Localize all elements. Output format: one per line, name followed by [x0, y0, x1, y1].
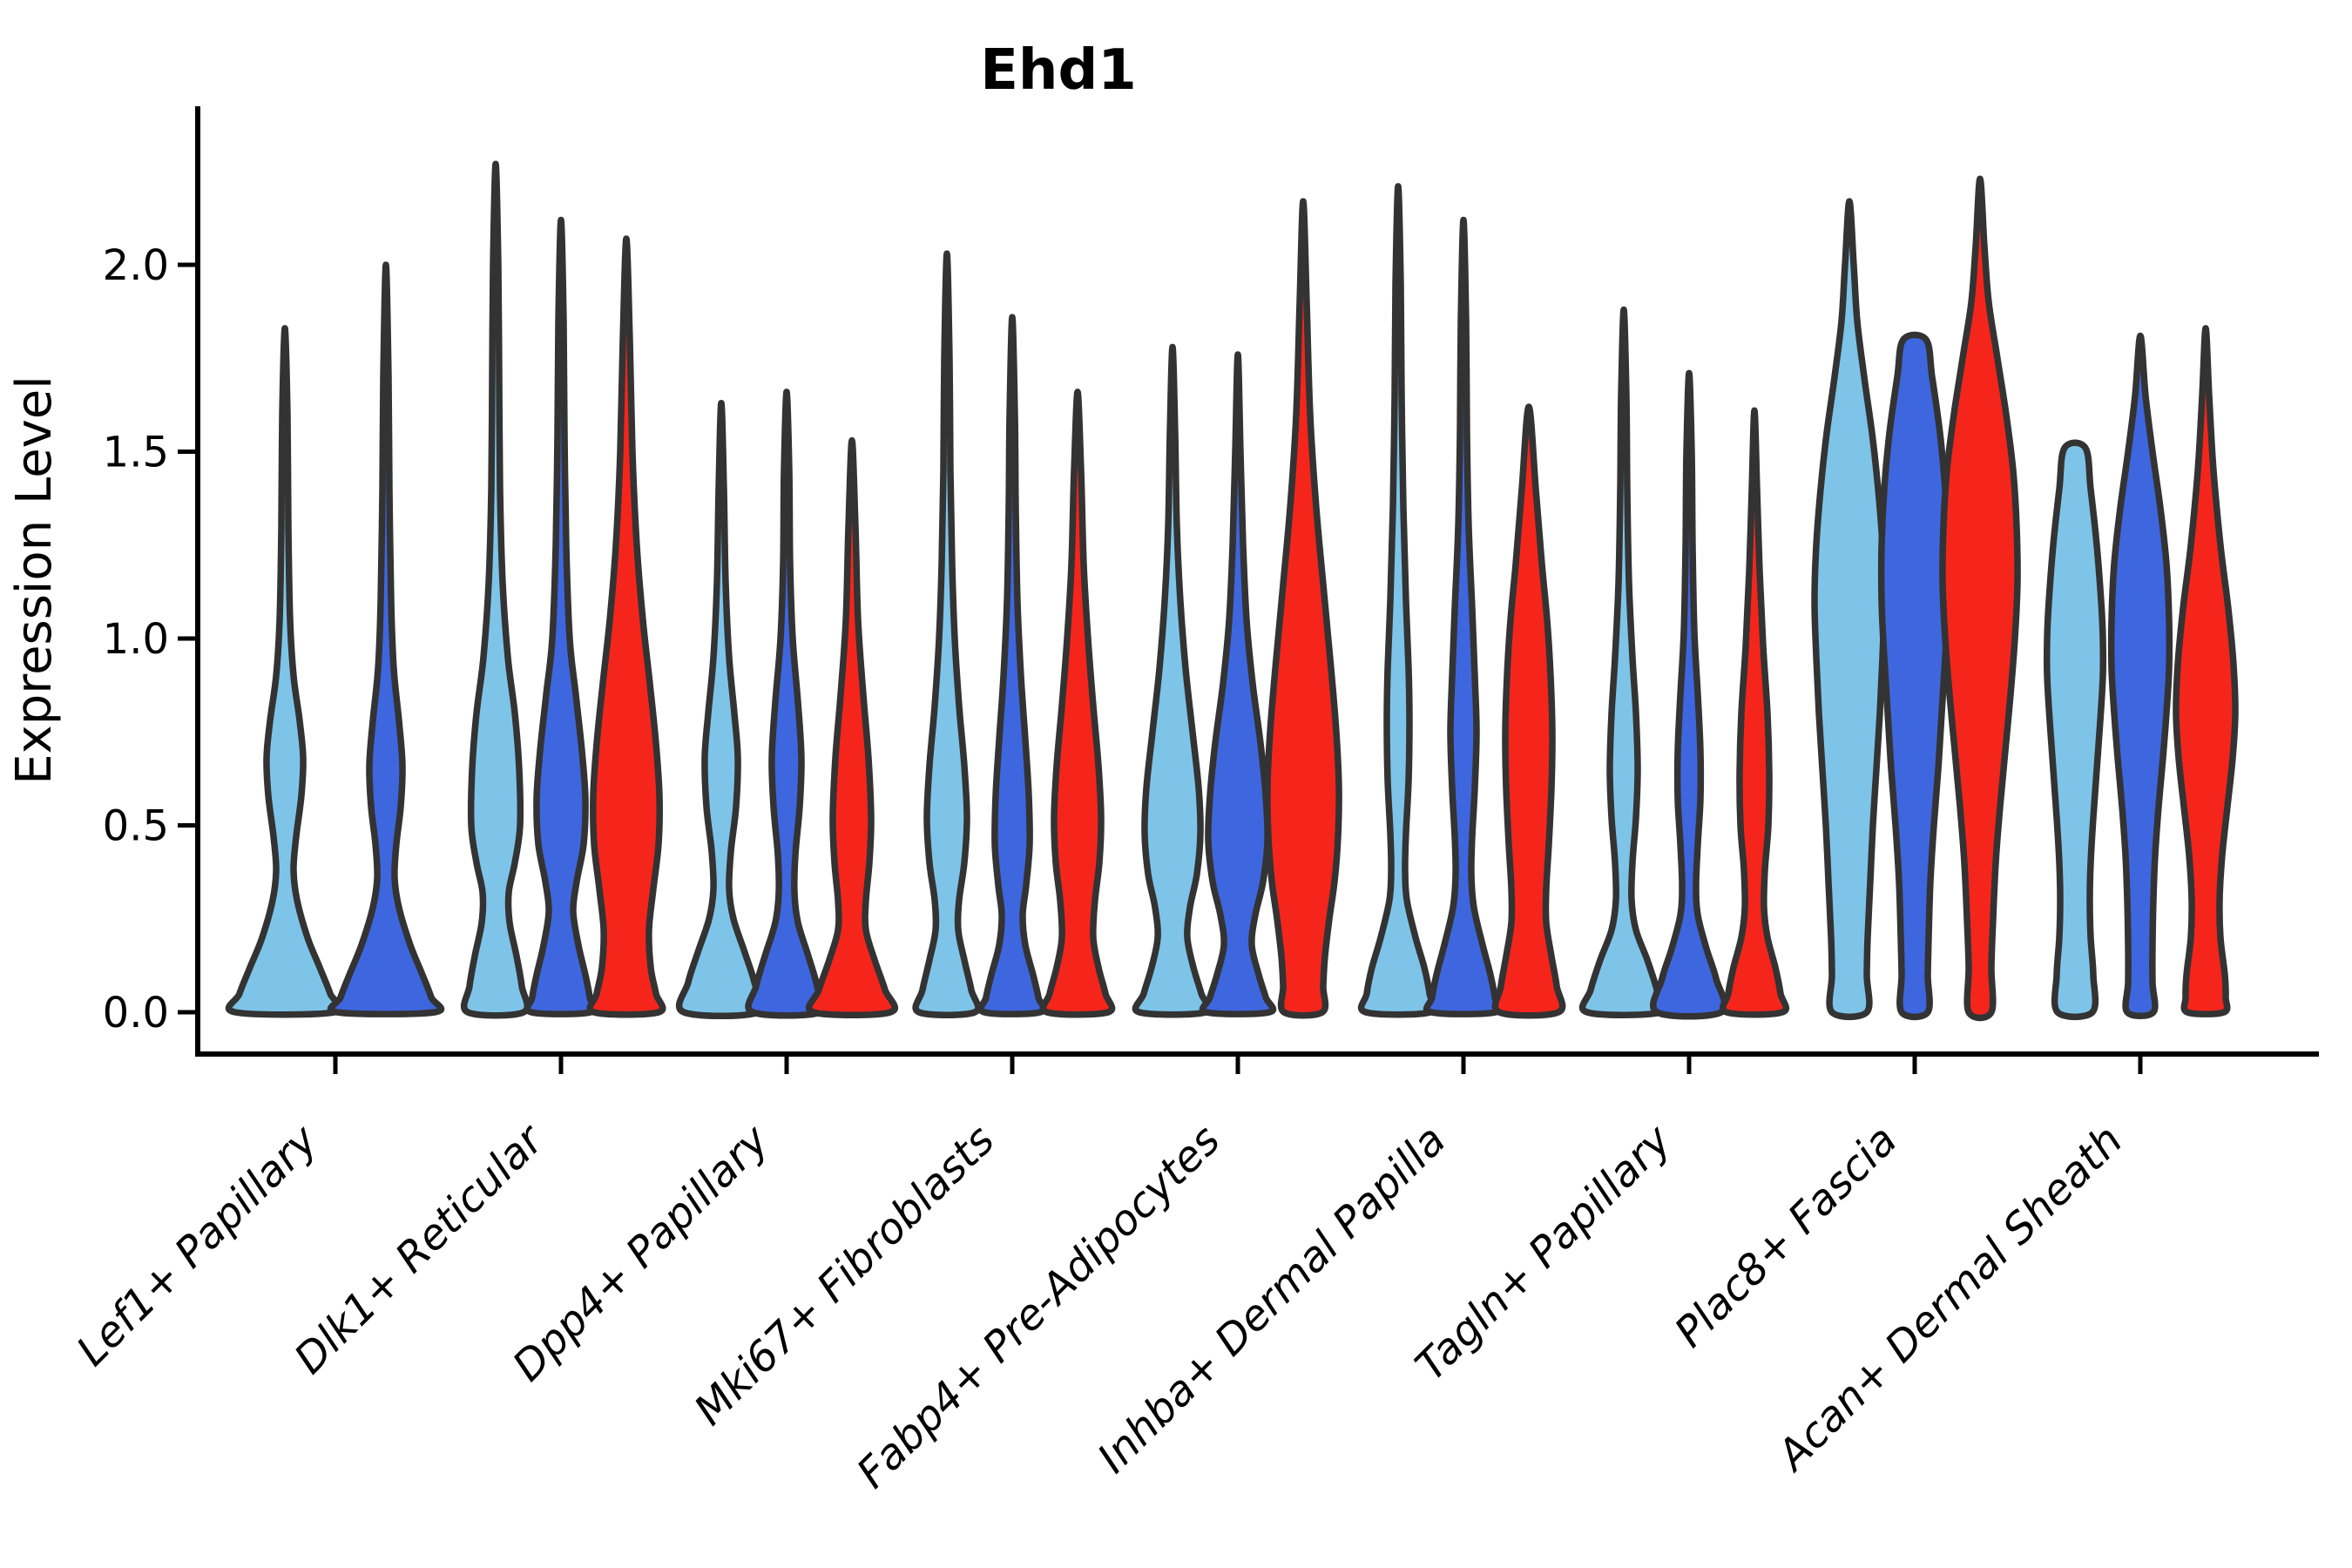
violin-inhba-dermal-papilla-skyblue	[1357, 183, 1439, 1018]
y-axis-label: Expression Level	[6, 375, 63, 785]
violin-fabp4-pre-adipocytes-skyblue	[1132, 343, 1213, 1018]
violin-dlk1-reticular-skyblue	[461, 160, 531, 1019]
x-tick-label: Plac8+ Fascia	[1666, 1116, 1907, 1357]
violin-tagln-papillary-skyblue	[1578, 306, 1669, 1018]
violin-dpp4-papillary-royalblue	[745, 389, 828, 1019]
violin-fabp4-pre-adipocytes-red	[1264, 198, 1342, 1019]
y-tick-label: 1.5	[103, 429, 169, 477]
x-tick-label: Lef1+ Papillary	[67, 1115, 328, 1375]
violin-acan-dermal-sheath-skyblue	[2043, 439, 2107, 1021]
chart-title: Ehd1	[980, 38, 1137, 103]
violin-inhba-dermal-papilla-royalblue	[1423, 216, 1504, 1017]
violin-dpp4-papillary-red	[805, 436, 899, 1018]
violin-plac8-fascia-skyblue	[1811, 198, 1888, 1021]
violin-dpp4-papillary-skyblue	[675, 399, 767, 1020]
violin-mki67-fibroblasts-red	[1039, 389, 1116, 1018]
x-tick-label: Fabp4+ Pre-Adipocytes	[848, 1116, 1230, 1498]
violin-mki67-fibroblasts-skyblue	[912, 250, 982, 1018]
violin-dlk1-reticular-red	[586, 235, 666, 1018]
violin-acan-dermal-sheath-royalblue	[2107, 332, 2173, 1020]
y-tick-label: 0.5	[103, 802, 169, 851]
violin-acan-dermal-sheath-red	[2173, 325, 2239, 1017]
y-tick-label: 1.0	[103, 615, 169, 664]
violin-lef1-papillary-royalblue	[327, 261, 445, 1017]
violin-mki67-fibroblasts-royalblue	[977, 314, 1047, 1017]
violin-lef1-papillary-skyblue	[225, 325, 345, 1018]
y-tick-label: 2.0	[103, 241, 169, 290]
violin-dlk1-reticular-royalblue	[524, 216, 598, 1017]
violin-plac8-fascia-royalblue	[1877, 331, 1952, 1021]
y-tick-group: 0.0 0.5 1.0 1.5 2.0	[103, 241, 198, 1037]
violin-inhba-dermal-papilla-red	[1491, 403, 1566, 1019]
y-tick-label: 0.0	[103, 989, 169, 1037]
violin-plac8-fascia-red	[1939, 175, 2021, 1022]
violins-layer	[225, 160, 2239, 1022]
x-tick-label: Dlk1+ Reticular	[285, 1114, 555, 1384]
violin-tagln-papillary-royalblue	[1650, 369, 1728, 1020]
violin-tagln-papillary-red	[1720, 407, 1789, 1018]
violin-fabp4-pre-adipocytes-royalblue	[1199, 351, 1277, 1017]
